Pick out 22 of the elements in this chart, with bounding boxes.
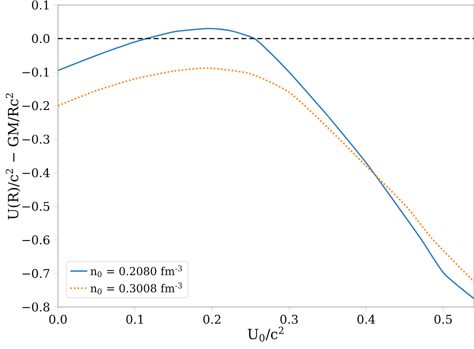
x-axis-title: U$_{0}$/c$^{2}$	[248, 326, 284, 342]
legend-label: n$_{0}$ = 0.3008 fm$^{-3}$	[90, 282, 182, 294]
y-tick-label: −0.7	[22, 268, 50, 278]
y-tick-label: 0.0	[32, 34, 50, 44]
x-tick-label: 0.3	[280, 314, 298, 324]
y-tick-label: −0.4	[22, 168, 50, 178]
line-series	[58, 28, 474, 300]
y-tick-label: −0.2	[22, 101, 50, 110]
y-tick-label: −0.3	[22, 134, 50, 144]
x-tick-label: 0.5	[434, 314, 452, 324]
line-series	[58, 67, 474, 283]
y-tick-label: −0.6	[22, 235, 50, 244]
y-tick-label: −0.5	[22, 202, 50, 211]
y-tick-label: −0.8	[22, 302, 50, 312]
x-tick-label: 0.2	[203, 314, 220, 324]
x-tick-label: 0.1	[126, 314, 143, 324]
x-tick-label: 0.0	[49, 314, 67, 324]
y-axis-title: U(R)/c$^{2}$ − GM/Rc$^{2}$	[6, 93, 20, 220]
legend-label: n$_{0}$ = 0.2080 fm$^{-3}$	[90, 265, 182, 278]
y-tick-label: −0.1	[22, 68, 49, 77]
y-tick-label: 0.1	[32, 0, 49, 10]
x-tick-label: 0.4	[357, 314, 376, 324]
